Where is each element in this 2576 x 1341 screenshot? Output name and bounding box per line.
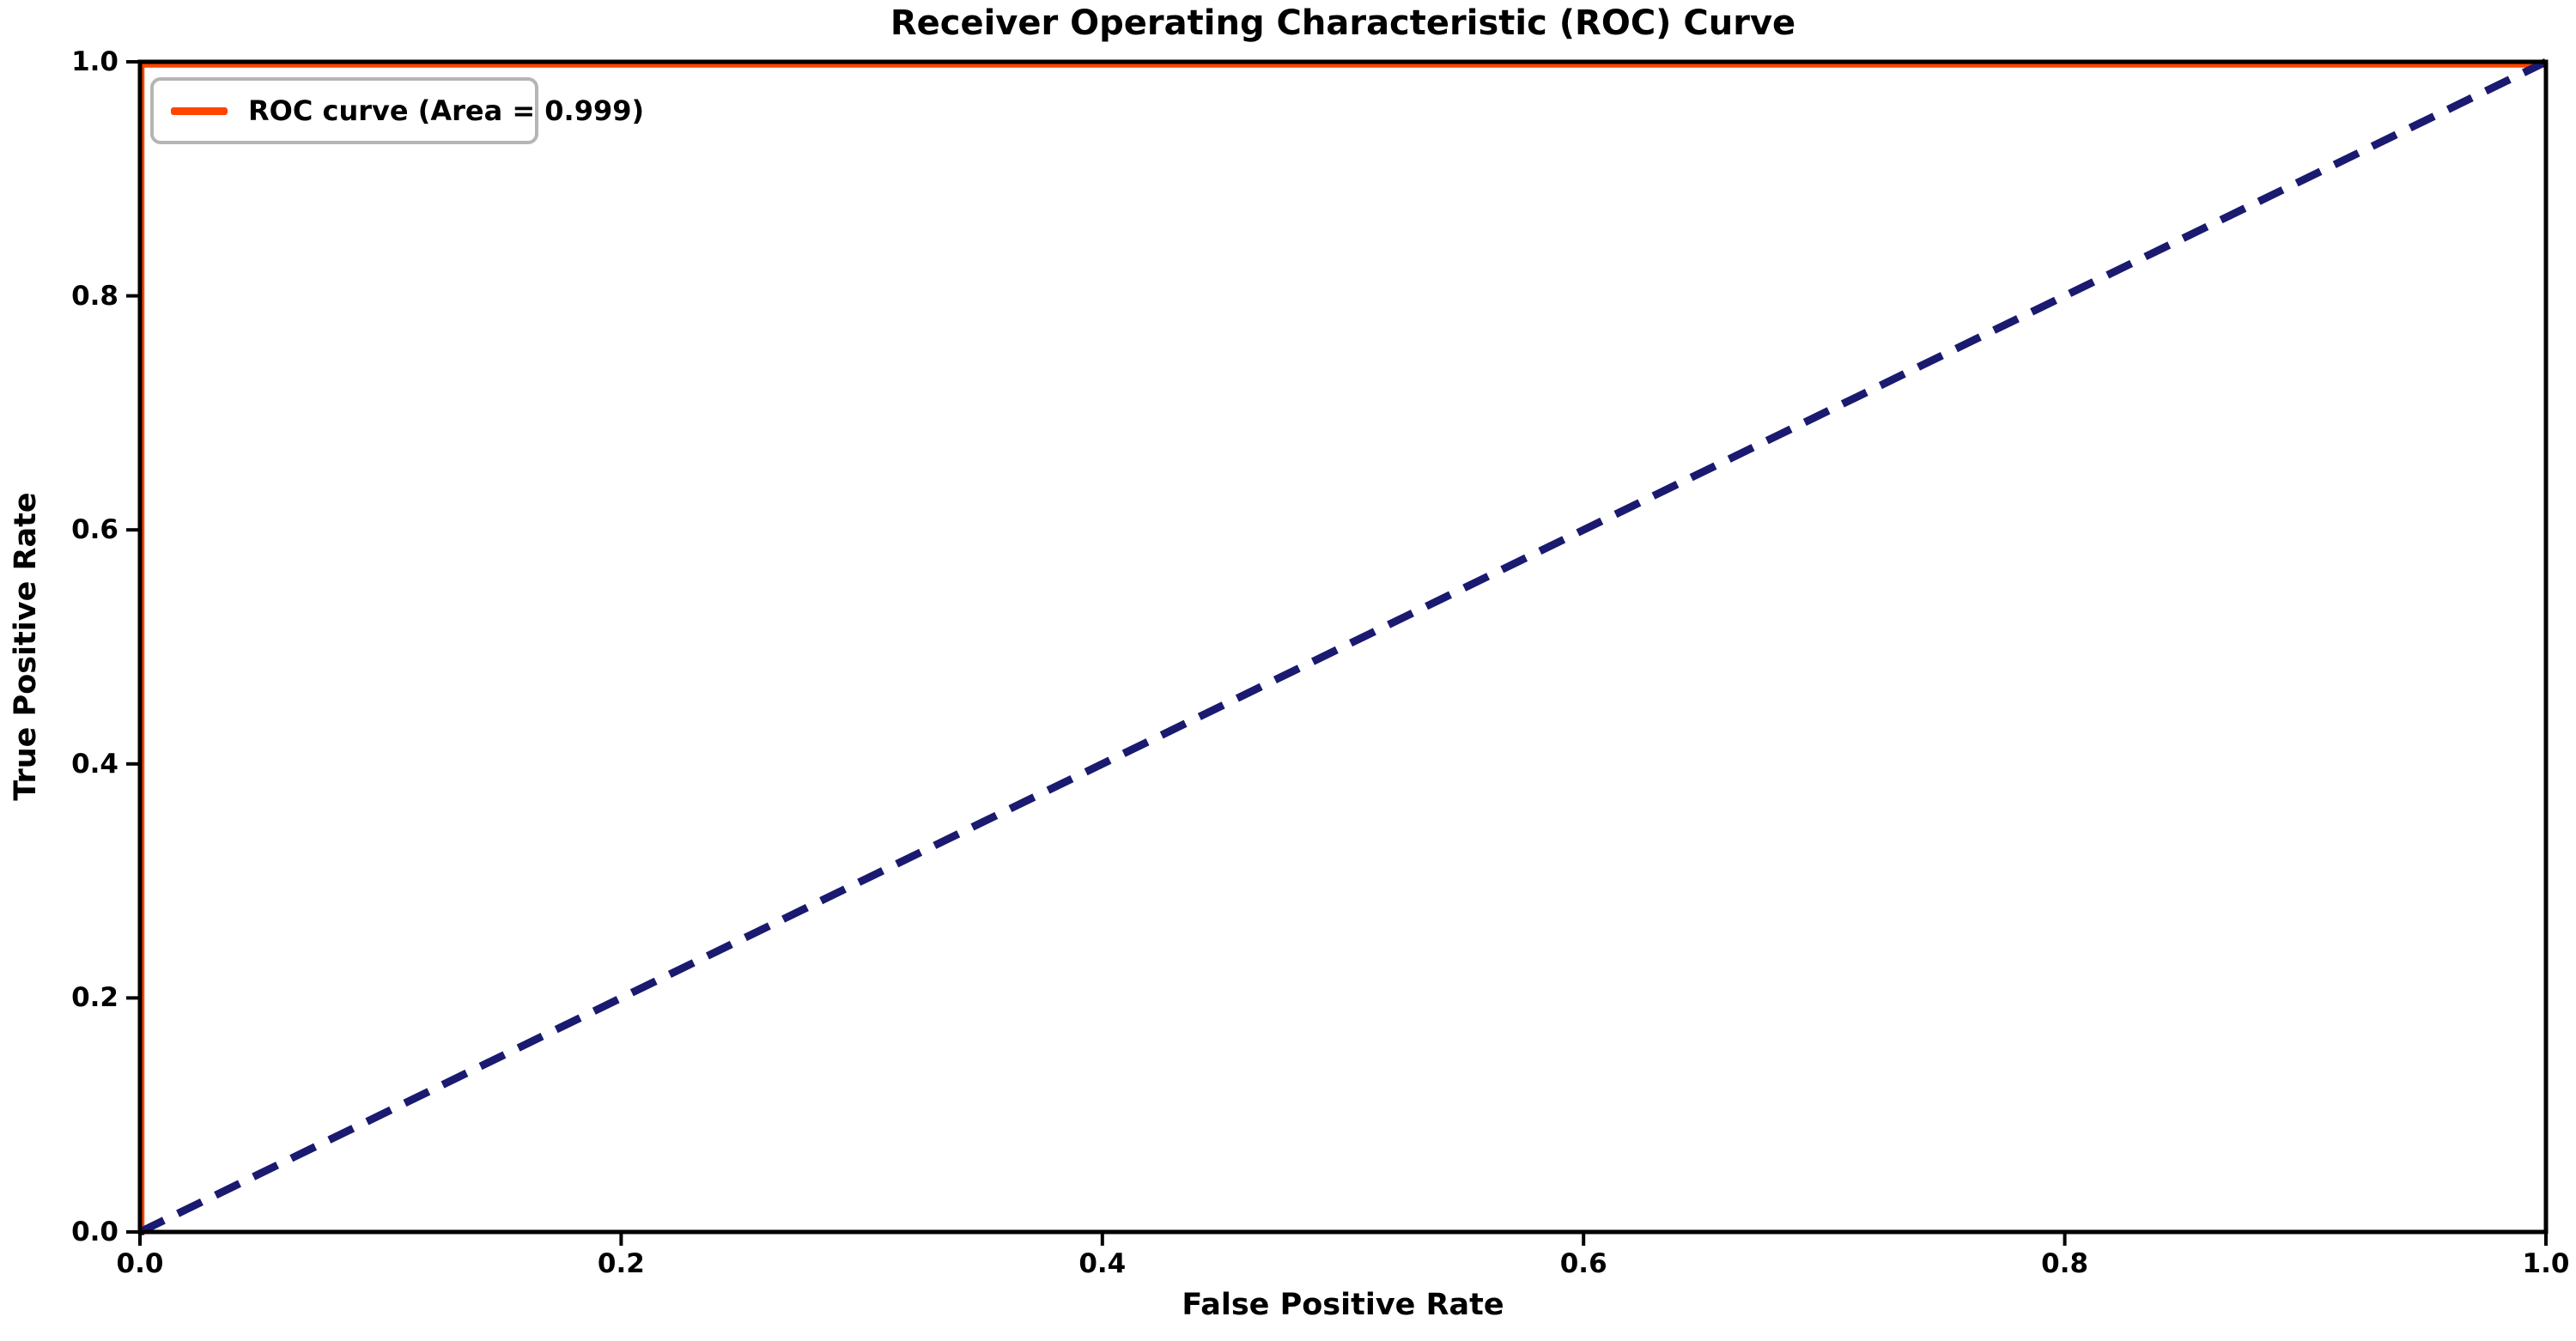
y-tick-label: 0.2 — [71, 982, 118, 1014]
chart-title: Receiver Operating Characteristic (ROC) … — [890, 3, 1796, 43]
plot-border — [137, 59, 2549, 1235]
y-tick-label: 0.4 — [71, 748, 118, 780]
x-tick-label: 0.8 — [2041, 1248, 2089, 1279]
y-tick-label: 0.0 — [71, 1217, 118, 1247]
x-tick-label: 1.0 — [2522, 1248, 2570, 1279]
x-tick-label: 0.4 — [1078, 1248, 1127, 1279]
roc-curve-legend-swatch — [171, 106, 228, 115]
axis-ticks — [126, 60, 2548, 1246]
x-tick-label: 0.0 — [116, 1248, 164, 1279]
y-tick-label: 0.6 — [71, 514, 118, 546]
y-tick-label: 0.8 — [71, 280, 118, 312]
x-axis-label: False Positive Rate — [1182, 1288, 1504, 1322]
legend: ROC curve (Area = 0.999) — [150, 77, 644, 144]
y-axis-label: True Positive Rate — [9, 492, 43, 801]
x-tick-label: 0.6 — [1559, 1248, 1607, 1279]
roc-curve-line — [139, 63, 2549, 1235]
roc-curve-legend-label: ROC curve (Area = 0.999) — [248, 94, 645, 127]
y-tick-label: 1.0 — [71, 46, 118, 77]
x-tick-label: 0.2 — [597, 1248, 645, 1279]
chance-diagonal-line — [138, 58, 2548, 1236]
